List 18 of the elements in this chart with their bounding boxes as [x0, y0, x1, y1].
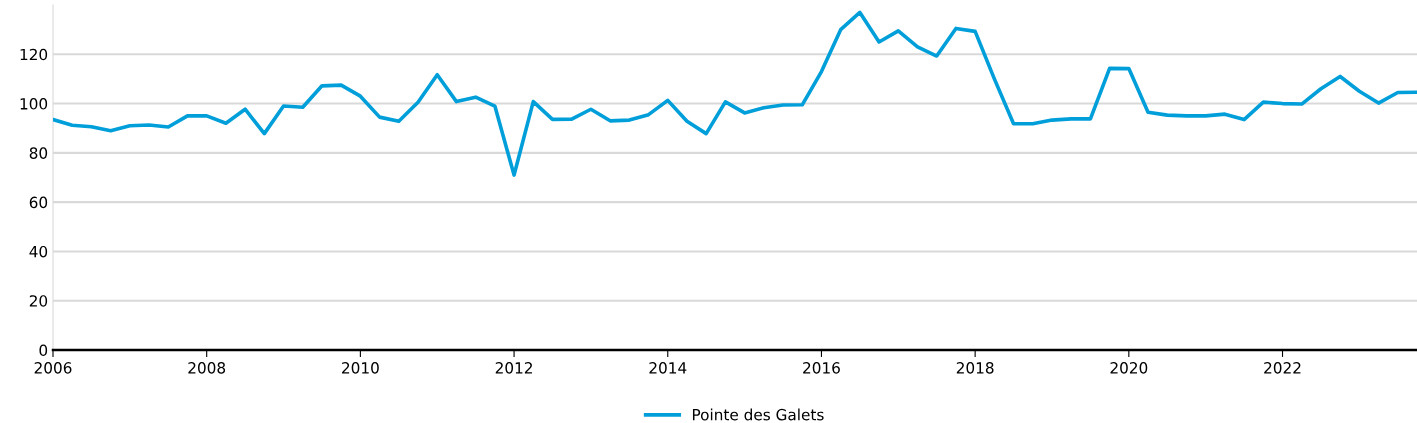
y-tick-label: 120 — [20, 48, 48, 61]
y-tick-label: 60 — [29, 196, 48, 209]
y-tick-label: 20 — [29, 295, 48, 307]
y-tick-label: 100 — [20, 98, 48, 110]
x-tick-label: 2016 — [803, 362, 840, 374]
x-tick-label: 2012 — [495, 362, 532, 374]
y-tick-label: 40 — [29, 245, 48, 258]
y-tick-label: 80 — [29, 147, 48, 159]
x-tick-label: 2022 — [1264, 362, 1301, 374]
x-tick-label: 2014 — [649, 362, 687, 374]
y-tick-label: 0 — [39, 344, 48, 357]
line-series — [53, 10, 1417, 177]
x-tick-label: 2018 — [956, 362, 994, 374]
x-tick-label: 2006 — [34, 362, 72, 374]
x-tick-label: 2020 — [1110, 362, 1148, 374]
legend-label: Pointe des Galets — [692, 408, 824, 421]
x-tick-label: 2010 — [342, 362, 379, 374]
x-tick-label: 2008 — [188, 362, 226, 374]
